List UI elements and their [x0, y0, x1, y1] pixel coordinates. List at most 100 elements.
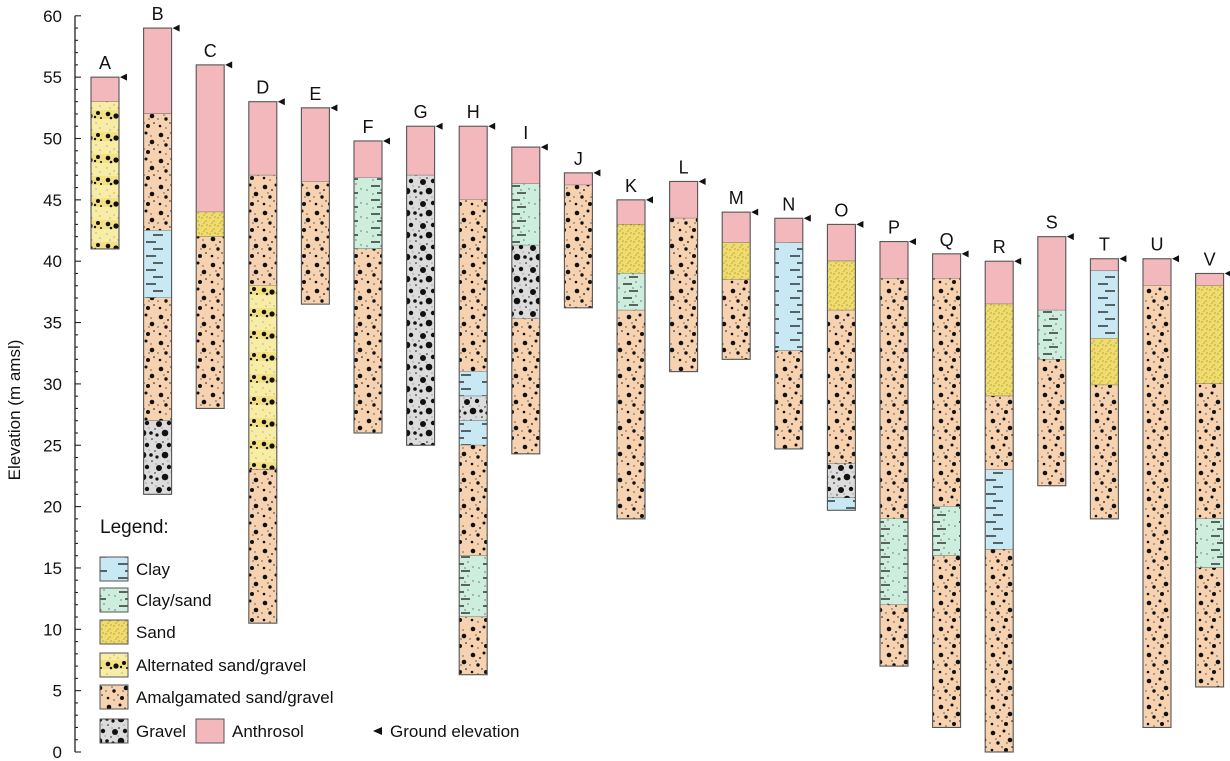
- borehole-outline: [721, 211, 751, 360]
- y-tick-label: 30: [43, 375, 62, 394]
- ground-elevation-marker: [120, 73, 127, 81]
- borehole-label: A: [99, 53, 111, 73]
- borehole-outline: [879, 241, 909, 667]
- ground-elevation-marker: [1066, 233, 1074, 241]
- layer-anthro: [774, 218, 803, 243]
- layer-amal: [1143, 285, 1171, 728]
- borehole-label: F: [363, 117, 374, 137]
- borehole-L: L: [669, 157, 706, 373]
- legend-label: Anthrosol: [232, 722, 304, 741]
- borehole-F: F: [353, 117, 390, 434]
- layer-clay_sand: [1195, 518, 1224, 568]
- borehole-columns: A B C D E F G H I J K L M N O P Q R S T U V: [90, 4, 1230, 753]
- layer-amal: [932, 278, 961, 507]
- borehole-outline: [932, 253, 962, 729]
- layer-anthro: [91, 77, 119, 102]
- layer-sand: [196, 212, 225, 237]
- legend-swatch-sand: [99, 619, 129, 645]
- ground-elevation-marker: [751, 208, 759, 216]
- layer-anthro: [880, 241, 908, 279]
- layer-sand: [722, 242, 751, 280]
- ground-elevation-marker: [383, 137, 390, 145]
- borehole-outline: [774, 217, 804, 450]
- layer-anthro: [1195, 273, 1224, 286]
- borehole-E: E: [300, 84, 338, 305]
- ground-elevation-marker: [277, 98, 285, 106]
- legend-swatch-alt: [99, 652, 129, 678]
- layer-clay_sand: [459, 555, 488, 618]
- layer-gravel: [143, 420, 172, 495]
- borehole-outline: [406, 125, 436, 446]
- layer-anthro: [196, 64, 225, 213]
- borehole-label: D: [256, 78, 269, 98]
- ground-elevation-marker: [225, 61, 233, 69]
- borehole-outline: [1089, 258, 1119, 520]
- borehole-label: T: [1099, 235, 1110, 255]
- borehole-K: K: [616, 176, 653, 520]
- borehole-H: H: [458, 102, 496, 676]
- layer-amal: [1090, 385, 1119, 519]
- borehole-outline: [616, 199, 646, 520]
- borehole-label: E: [309, 84, 321, 104]
- borehole-label: P: [888, 218, 900, 238]
- borehole-outline: [1037, 236, 1067, 487]
- layer-anthro: [406, 126, 435, 176]
- layer-anthro: [1143, 258, 1171, 286]
- ground-elevation-marker: [646, 196, 653, 204]
- borehole-label: H: [467, 102, 480, 122]
- borehole-U: U: [1142, 235, 1179, 729]
- layer-amal: [669, 218, 698, 372]
- ground-elevation-marker: [909, 238, 916, 246]
- layer-amal: [774, 350, 803, 449]
- layer-amal: [1195, 567, 1224, 687]
- borehole-Q: Q: [932, 230, 969, 729]
- layer-amal: [880, 278, 908, 519]
- borehole-label: R: [993, 237, 1006, 257]
- layer-amal: [143, 298, 172, 421]
- borehole-S: S: [1037, 213, 1074, 487]
- borehole-outline: [300, 107, 330, 305]
- ground-elevation-marker: [330, 104, 338, 112]
- borehole-N: N: [774, 194, 811, 450]
- y-tick-label: 40: [43, 252, 62, 271]
- borehole-outline: [90, 76, 120, 250]
- layer-clay_sand: [880, 518, 908, 605]
- layer-anthro: [459, 126, 488, 200]
- borehole-outline: [248, 101, 278, 624]
- layer-amal: [459, 199, 488, 372]
- layer-sand: [985, 304, 1014, 397]
- legend-swatch-gravel: [99, 718, 129, 744]
- legend-label: Sand: [136, 623, 176, 642]
- borehole-label: I: [523, 123, 528, 143]
- borehole-outline: [1195, 272, 1225, 688]
- layer-anthro: [722, 212, 751, 243]
- legend-title: Legend:: [100, 517, 169, 538]
- borehole-outline: [353, 140, 383, 434]
- borehole-label: O: [834, 200, 848, 220]
- y-tick-label: 60: [43, 7, 62, 26]
- y-axis-label: Elevation (m amsl): [5, 340, 24, 481]
- layer-amal: [354, 248, 382, 433]
- legend-label: Clay/sand: [136, 591, 212, 610]
- layer-amal: [880, 604, 908, 667]
- layer-amal: [459, 617, 488, 675]
- borehole-label: M: [729, 188, 744, 208]
- layer-clay: [1090, 271, 1119, 339]
- borehole-V: V: [1195, 249, 1230, 688]
- borehole-label: Q: [940, 230, 954, 250]
- borehole-D: D: [248, 78, 285, 624]
- borehole-label: S: [1046, 213, 1058, 233]
- layer-anthro: [248, 101, 277, 176]
- borehole-label: K: [625, 176, 637, 196]
- ground-elevation-marker: [856, 220, 864, 228]
- borehole-label: G: [414, 102, 428, 122]
- layer-gravel: [406, 175, 435, 446]
- layer-clay: [774, 242, 803, 351]
- borehole-I: I: [511, 123, 548, 455]
- borehole-label: J: [574, 149, 583, 169]
- borehole-label: N: [782, 194, 795, 214]
- y-tick-label: 25: [43, 436, 62, 455]
- layer-amal: [143, 113, 172, 231]
- borehole-A: A: [90, 53, 127, 250]
- borehole-B: B: [143, 4, 180, 495]
